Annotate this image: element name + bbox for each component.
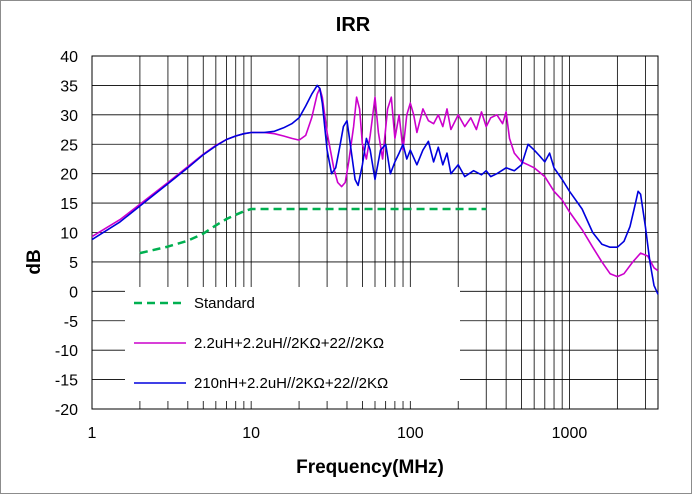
series-layer — [91, 84, 659, 295]
y-tick-label: 30 — [60, 108, 78, 125]
legend-label-2: 2.2uH+2.2uH//2KΩ+22//2KΩ — [194, 335, 384, 352]
y-tick-label: 0 — [69, 284, 78, 301]
legend-box — [125, 287, 460, 401]
y-tick-label: -10 — [55, 343, 78, 360]
x-tick-label: 1 — [88, 425, 97, 442]
x-tick-label: 1000 — [552, 425, 588, 442]
x-tick-label: 10 — [242, 425, 260, 442]
series-line-2 — [91, 87, 659, 278]
legend-label-1: Standard — [194, 295, 255, 312]
y-tick-label: 15 — [60, 196, 78, 213]
y-tick-label: 20 — [60, 167, 78, 184]
y-tick-label: -15 — [55, 373, 78, 390]
y-tick-label: 25 — [60, 137, 78, 154]
series-line-1 — [139, 207, 487, 255]
y-tick-label: 10 — [60, 226, 78, 243]
y-tick-label: 40 — [60, 49, 78, 66]
x-tick-labels: 1 10 100 1000 — [88, 425, 588, 442]
y-tick-label: -5 — [64, 314, 78, 331]
y-axis-label: dB — [24, 249, 45, 274]
legend: Standard 2.2uH+2.2uH//2KΩ+22//2KΩ 210nH+2.… — [125, 287, 460, 401]
y-tick-label: 5 — [69, 255, 78, 272]
series-line-3 — [91, 84, 659, 295]
legend-label-3: 210nH+2.2uH//2KΩ+22//2KΩ — [194, 375, 388, 392]
y-tick-label: 35 — [60, 78, 78, 95]
y-tick-label: -20 — [55, 402, 78, 419]
x-axis-label: Frequency(MHz) — [296, 457, 444, 478]
y-tick-labels: 40 35 30 25 20 15 10 5 0 -5 -10 -15 -20 — [55, 49, 78, 419]
x-tick-label: 100 — [397, 425, 424, 442]
chart-title: IRR — [336, 14, 371, 36]
